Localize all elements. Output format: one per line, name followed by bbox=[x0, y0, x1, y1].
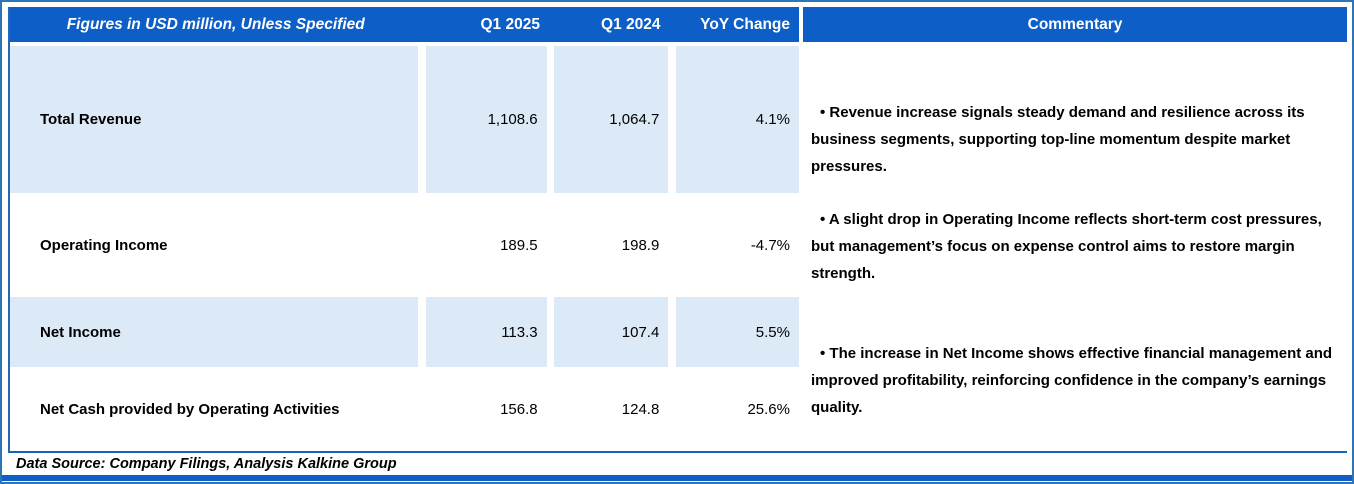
column-divider bbox=[799, 7, 803, 451]
header-yoy-change: YoY Change bbox=[700, 15, 790, 33]
footer-divider-rule bbox=[8, 451, 1347, 453]
metrics-columns: Figures in USD million, Unless Specified… bbox=[10, 7, 799, 451]
header-q1-2025: Q1 2025 bbox=[480, 15, 540, 33]
table-row-operating-income: Operating Income 189.5 198.9 -4.7% bbox=[10, 193, 799, 297]
commentary-bullet-operating-income: • A slight drop in Operating Income refl… bbox=[811, 211, 1322, 282]
commentary-bullet-revenue: • Revenue increase signals steady demand… bbox=[811, 104, 1305, 175]
value-q1-2024: 1,064.7 bbox=[553, 46, 669, 193]
table-row-net-income: Net Income 113.3 107.4 5.5% bbox=[10, 297, 799, 367]
value-yoy: -4.7% bbox=[676, 193, 799, 297]
data-source-note: Data Source: Company Filings, Analysis K… bbox=[16, 456, 397, 472]
value-yoy: 25.6% bbox=[676, 367, 799, 451]
row-label: Net Income bbox=[10, 297, 418, 367]
value-yoy: 5.5% bbox=[676, 297, 799, 367]
row-label: Net Cash provided by Operating Activitie… bbox=[10, 367, 418, 451]
commentary-body: • Revenue increase signals steady demand… bbox=[803, 42, 1347, 451]
row-label: Total Revenue bbox=[10, 46, 418, 193]
header-q1-2024: Q1 2024 bbox=[601, 15, 661, 33]
value-q1-2025: 189.5 bbox=[425, 193, 547, 297]
table-header-row: Figures in USD million, Unless Specified… bbox=[10, 7, 799, 42]
header-figures-label: Figures in USD million, Unless Specified bbox=[66, 15, 365, 33]
value-q1-2024: 198.9 bbox=[553, 193, 669, 297]
table-row-total-revenue: Total Revenue 1,108.6 1,064.7 4.1% bbox=[10, 42, 799, 193]
table-row-net-cash-operating: Net Cash provided by Operating Activitie… bbox=[10, 367, 799, 451]
value-yoy: 4.1% bbox=[676, 46, 799, 193]
value-q1-2025: 156.8 bbox=[425, 367, 547, 451]
table-content: Figures in USD million, Unless Specified… bbox=[8, 7, 1347, 451]
value-q1-2025: 113.3 bbox=[425, 297, 547, 367]
value-q1-2025: 1,108.6 bbox=[425, 46, 547, 193]
commentary-bullet-net-income: • The increase in Net Income shows effec… bbox=[811, 345, 1333, 416]
row-label: Operating Income bbox=[10, 193, 418, 297]
bottom-accent-bar bbox=[2, 475, 1352, 481]
value-q1-2024: 107.4 bbox=[553, 297, 669, 367]
value-q1-2024: 124.8 bbox=[553, 367, 669, 451]
commentary-column: Commentary • Revenue increase signals st… bbox=[803, 7, 1347, 451]
header-commentary: Commentary bbox=[803, 7, 1347, 42]
